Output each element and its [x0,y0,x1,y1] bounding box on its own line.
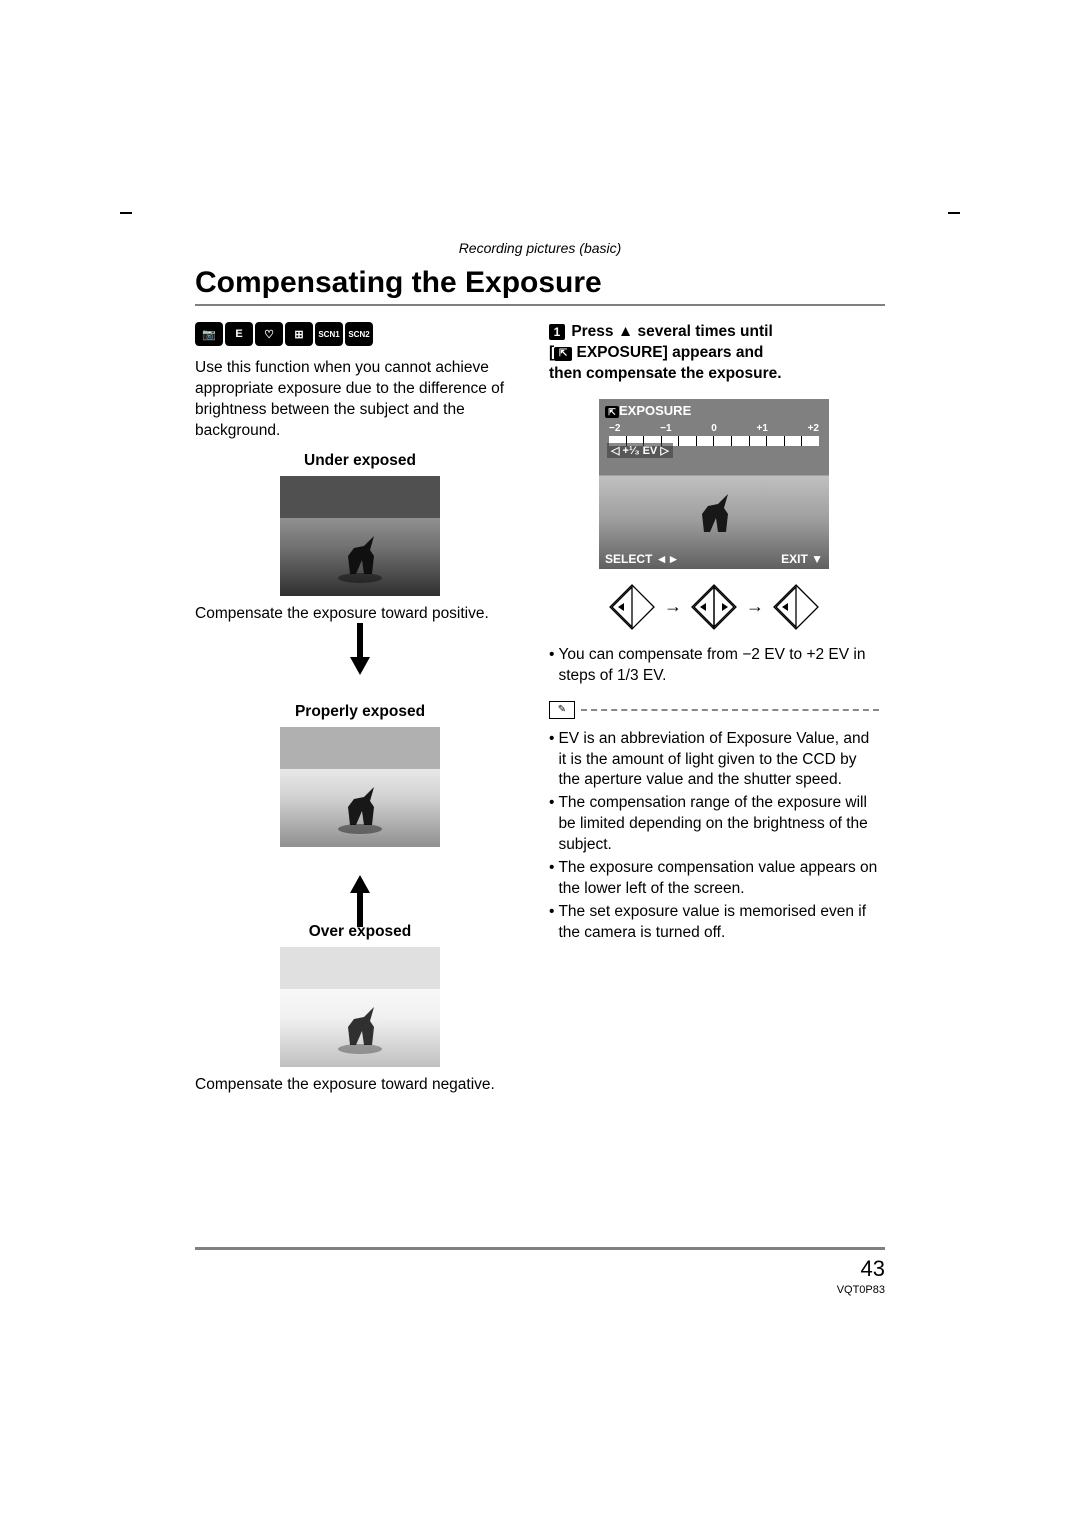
screen-wrap: ⇱EXPOSURE −2 −1 0 +1 +2 [599,399,829,631]
intro-text: Use this function when you cannot achiev… [195,358,525,442]
page-content: Recording pictures (basic) Compensating … [195,240,885,1106]
screen-header-text: EXPOSURE [619,403,691,418]
label-under: Under exposed [195,452,525,470]
step-line1: Press ▲ several times until [571,323,772,340]
nav-diamonds: → → [599,583,829,631]
note-icon: ✎ [549,701,575,719]
exposure-icon: ⇱ [554,347,572,361]
dog-silhouette-icon [330,777,390,837]
footer-line [195,1247,885,1250]
caption-under: Compensate the exposure toward positive. [195,604,525,625]
dpad-icon [690,583,738,631]
ev-value: ◁ +¹⁄₃ EV ▷ [607,443,673,458]
crop-mark [120,212,132,214]
label-proper: Properly exposed [195,703,525,721]
step-number: 1 [549,324,565,340]
compensate-note: •You can compensate from −2 EV to +2 EV … [549,645,879,687]
mode-icon-scn1: SCN1 [315,322,343,346]
ev-tick: +2 [808,423,819,434]
arrow-down-container [195,635,525,695]
exposure-icon: ⇱ [605,406,619,418]
left-column: 📷 E ♡ ⊞ SCN1 SCN2 Use this function when… [195,322,525,1106]
ev-ticks: −2 −1 0 +1 +2 [609,423,819,434]
exit-label: EXIT ▼ [781,552,823,566]
screen-preview: ⇱EXPOSURE −2 −1 0 +1 +2 [599,399,829,569]
dog-silhouette-icon [684,484,744,544]
example-image-over [280,947,440,1067]
dog-silhouette-icon [330,997,390,1057]
mode-icon-e: E [225,322,253,346]
right-column: 1 Press ▲ several times until [⇱ EXPOSUR… [549,322,879,1106]
dpad-icon [608,583,656,631]
ev-tick: −1 [660,423,671,434]
step-title: 1 Press ▲ several times until [⇱ EXPOSUR… [549,322,879,385]
compensate-note-text: You can compensate from −2 EV to +2 EV i… [558,645,879,687]
ev-tick: +1 [756,423,767,434]
crop-mark [948,212,960,214]
mode-icon-movie: ⊞ [285,322,313,346]
section-header: Recording pictures (basic) [195,240,885,256]
screen-header: ⇱EXPOSURE [605,403,691,418]
ev-value-text: +¹⁄₃ EV [623,445,658,457]
screen-footer: SELECT ◄► EXIT ▼ [605,552,823,566]
arrow-up-container [195,855,525,915]
dashes [581,709,879,711]
ev-tick: 0 [711,423,717,434]
document-code: VQT0P83 [195,1284,885,1296]
select-label: SELECT ◄► [605,552,679,566]
step-line2b: EXPOSURE] appears and [572,344,763,361]
mode-icon-scn2: SCN2 [345,322,373,346]
title-underline [195,304,885,306]
mode-icons: 📷 E ♡ ⊞ SCN1 SCN2 [195,322,525,346]
page-title: Compensating the Exposure [195,266,885,300]
page-footer: 43 VQT0P83 [195,1247,885,1296]
dog-silhouette-icon [330,526,390,586]
notes-list: •EV is an abbreviation of Exposure Value… [549,729,879,944]
note-item: EV is an abbreviation of Exposure Value,… [558,729,879,792]
columns: 📷 E ♡ ⊞ SCN1 SCN2 Use this function when… [195,322,885,1106]
arrow-right-icon: → [746,596,764,617]
mode-icon-camera: 📷 [195,322,223,346]
page-number: 43 [195,1256,885,1282]
note-item: The exposure compensation value appears … [558,858,879,900]
dpad-icon [772,583,820,631]
step-line3: then compensate the exposure. [549,365,782,382]
arrow-up-icon [350,875,370,893]
example-image-under [280,476,440,596]
example-image-proper [280,727,440,847]
note-item: The compensation range of the exposure w… [558,793,879,856]
mode-icon-heart: ♡ [255,322,283,346]
arrow-down-icon [350,657,370,675]
note-divider: ✎ [549,701,879,719]
ev-tick: −2 [609,423,620,434]
caption-over: Compensate the exposure toward negative. [195,1075,525,1096]
arrow-right-icon: → [664,596,682,617]
note-item: The set exposure value is memorised even… [558,902,879,944]
